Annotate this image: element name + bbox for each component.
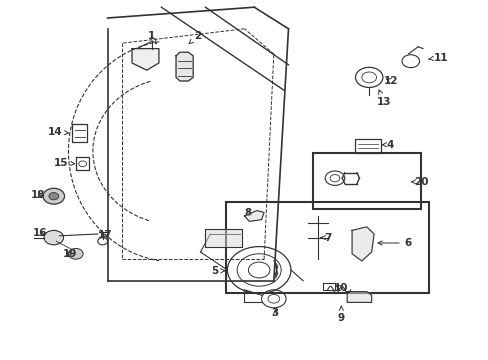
Text: 13: 13 — [376, 90, 390, 107]
Text: 20: 20 — [410, 177, 428, 187]
Text: 17: 17 — [98, 230, 112, 240]
Text: 9: 9 — [337, 306, 344, 323]
Bar — [312, 153, 420, 209]
Text: 8: 8 — [244, 208, 251, 218]
Text: 3: 3 — [271, 308, 278, 318]
Text: 2: 2 — [189, 31, 201, 44]
Polygon shape — [346, 292, 371, 302]
Bar — [354, 139, 381, 153]
Text: 16: 16 — [33, 228, 47, 238]
Text: 18: 18 — [31, 190, 45, 201]
Text: 11: 11 — [427, 53, 447, 63]
Text: 12: 12 — [383, 76, 398, 86]
Text: 15: 15 — [54, 158, 75, 168]
Text: 6: 6 — [377, 238, 411, 248]
Text: 1: 1 — [148, 31, 156, 44]
Circle shape — [49, 193, 59, 200]
Text: 19: 19 — [62, 249, 77, 259]
Polygon shape — [132, 49, 159, 70]
Text: 10: 10 — [333, 283, 348, 293]
Polygon shape — [176, 52, 193, 81]
Text: 7: 7 — [320, 233, 331, 243]
Polygon shape — [351, 227, 373, 261]
Text: 5: 5 — [211, 266, 224, 276]
Polygon shape — [205, 229, 242, 247]
Polygon shape — [244, 211, 264, 221]
Circle shape — [43, 188, 64, 204]
Circle shape — [44, 230, 63, 245]
Circle shape — [68, 248, 83, 259]
Bar — [225, 202, 428, 293]
Text: 4: 4 — [382, 140, 393, 150]
Text: 14: 14 — [47, 127, 68, 137]
